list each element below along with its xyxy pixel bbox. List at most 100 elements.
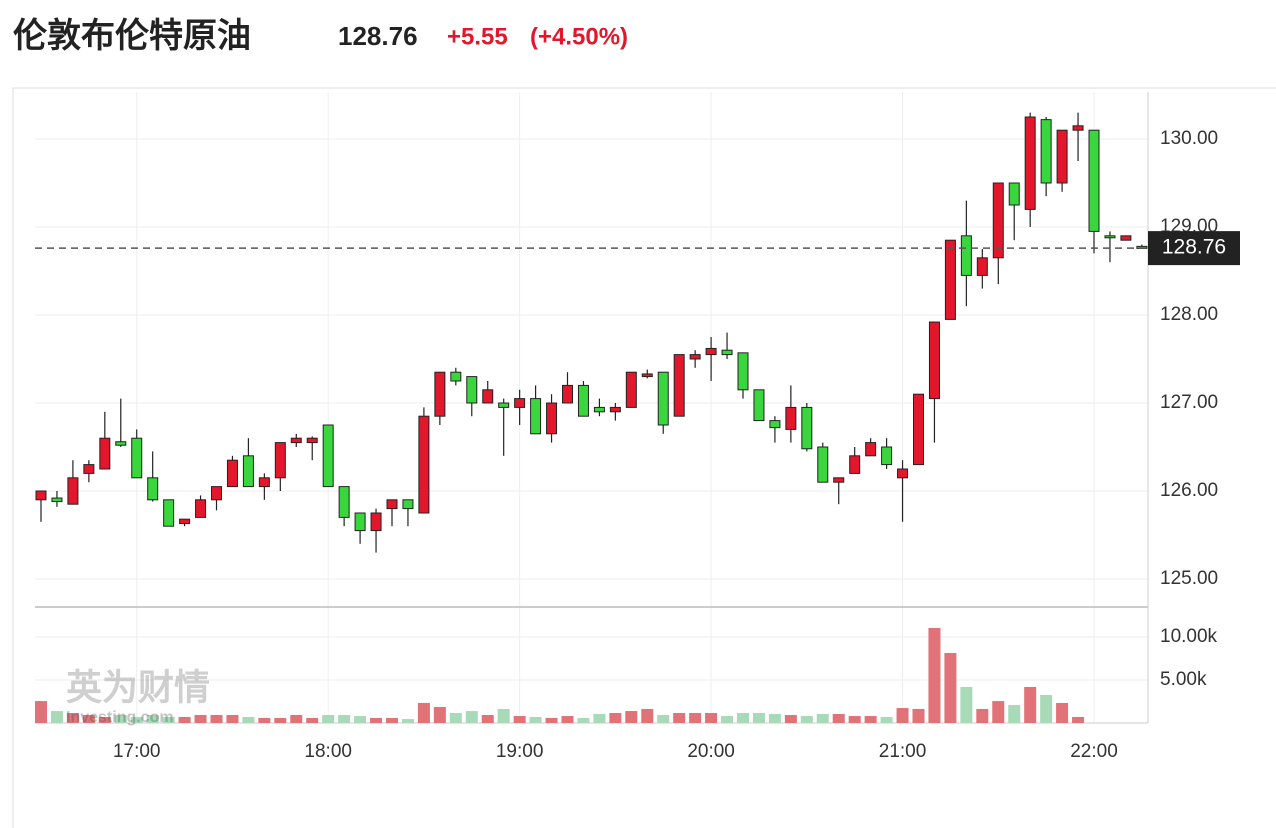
candle-body	[163, 499, 175, 527]
candle-body	[418, 415, 430, 514]
last-price-box	[1148, 231, 1240, 266]
x-tick-label: 18:00	[304, 741, 352, 762]
candle-body	[865, 442, 877, 457]
candle-body	[211, 486, 222, 501]
v-tick-label: 10.00k	[1160, 626, 1218, 647]
volume-bar	[625, 711, 638, 723]
candle-body	[482, 389, 494, 404]
volume-bar	[657, 715, 670, 723]
volume-bar	[928, 627, 941, 723]
candle-body	[833, 477, 845, 483]
volume-bar	[1024, 686, 1037, 723]
watermark: 英为财情 Investing.com	[66, 667, 210, 727]
candle-body	[115, 441, 127, 446]
volume-bar	[274, 718, 287, 723]
change-pct: (+4.50%)	[530, 23, 628, 50]
volume-bar	[242, 716, 255, 723]
candle-body	[67, 477, 79, 505]
candle-body	[226, 459, 238, 488]
candle-body	[641, 373, 653, 378]
candle-body	[258, 477, 270, 488]
volume-bar	[705, 713, 718, 723]
y-tick-label: 127.00	[1160, 392, 1218, 413]
volume-bar	[737, 713, 749, 723]
candle-body	[849, 455, 861, 474]
candle-body	[306, 437, 318, 444]
volume-bar	[338, 715, 351, 723]
candle-body	[546, 402, 558, 435]
x-tick-label: 17:00	[113, 741, 161, 762]
volume-bar	[944, 652, 957, 723]
candle-body	[402, 499, 414, 510]
candle-body	[35, 490, 47, 501]
candle-body	[466, 376, 478, 404]
candle-body	[338, 486, 350, 518]
volume-bar	[146, 715, 159, 723]
volume-bar	[226, 715, 239, 723]
volume-bar	[673, 713, 686, 723]
volume-bar	[752, 713, 765, 723]
volume-bar	[721, 716, 734, 723]
candle-body	[960, 235, 972, 276]
candle-body	[673, 354, 685, 417]
volume-bar	[433, 707, 446, 723]
volume-bar	[1040, 694, 1053, 723]
candle-body	[274, 442, 286, 479]
volume-bar	[784, 715, 797, 723]
candle-body	[577, 384, 589, 417]
volume-bar	[322, 715, 335, 723]
volume-bar	[35, 701, 47, 723]
volume-bar	[306, 718, 319, 723]
change: +5.55	[447, 23, 508, 50]
volume-bar	[417, 702, 430, 723]
candle-body	[242, 455, 254, 488]
x-tick-label: 20:00	[687, 741, 735, 762]
candle-body	[450, 371, 462, 382]
candle-body	[785, 406, 797, 430]
volume-bar	[497, 708, 510, 723]
candle-body	[992, 182, 1004, 259]
volume-bar	[1056, 702, 1069, 723]
candle-body	[593, 406, 605, 413]
volume-bar	[66, 713, 79, 723]
volume-bar	[864, 716, 877, 723]
volume-bar	[641, 708, 654, 723]
volume-bar	[880, 716, 893, 723]
v-tick-label: 5.00k	[1160, 669, 1207, 690]
candle-body	[944, 239, 956, 320]
candle-body	[147, 477, 159, 501]
candle-body	[290, 437, 302, 444]
y-tick-label: 126.00	[1160, 480, 1218, 501]
candle-body	[562, 384, 573, 404]
volume-bar	[481, 715, 494, 723]
candle-body	[689, 354, 701, 360]
volume-bar	[386, 718, 398, 723]
volume-bar	[178, 716, 191, 723]
volume-bar	[960, 686, 973, 723]
volume-bar	[912, 708, 925, 723]
volume-bar	[194, 715, 207, 723]
candle-body	[913, 393, 924, 466]
candle-body	[817, 446, 829, 483]
candle-body	[769, 420, 781, 429]
volume-bar	[577, 718, 590, 723]
volume-bar	[689, 713, 702, 723]
volume-bar	[50, 711, 63, 723]
candle-body	[179, 518, 191, 525]
volume-bar	[768, 713, 781, 723]
x-tick-label: 22:00	[1070, 741, 1118, 762]
volume-bar	[832, 713, 845, 723]
volume-bar	[354, 716, 367, 723]
candle-body	[753, 389, 765, 422]
volume-bar	[98, 716, 111, 723]
volume-bar	[370, 718, 383, 723]
volume-bar	[290, 715, 303, 723]
volume-bar	[800, 716, 813, 723]
candle-body	[881, 446, 893, 466]
y-tick-label: 128.00	[1160, 304, 1218, 325]
volume-bar	[82, 715, 95, 723]
candle-body	[322, 424, 334, 488]
candle-body	[705, 347, 717, 356]
candle-body	[530, 398, 542, 435]
